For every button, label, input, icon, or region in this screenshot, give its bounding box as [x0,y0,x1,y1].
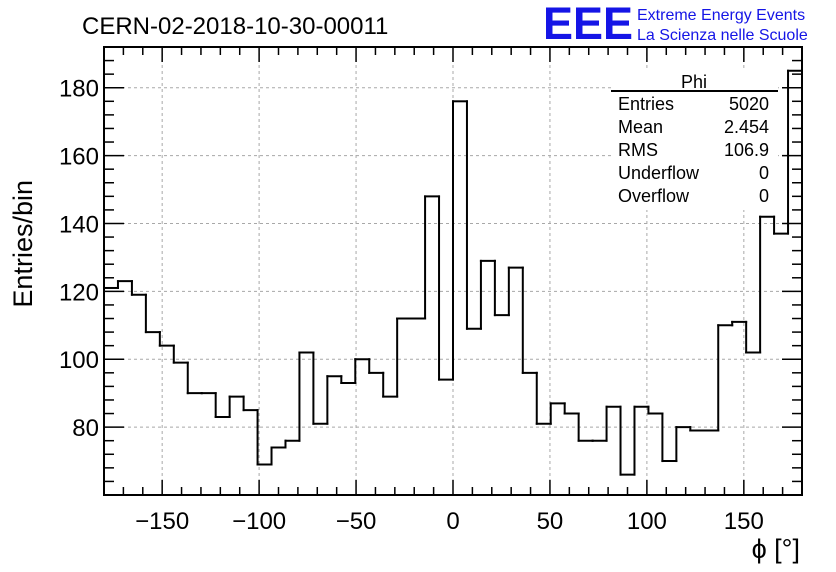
stats-rms-value: 106.9 [724,140,769,160]
y-axis-label: Entries/bin [8,180,38,308]
y-tick-labels: 80 100 120 140 160 180 [59,76,99,442]
y-tick-label: 80 [72,415,99,442]
stats-box: Phi Entries 5020 Mean 2.454 RMS 106.9 Un… [611,70,778,210]
stats-mean-label: Mean [618,117,663,137]
y-tick-label: 140 [59,211,99,238]
x-tick-label: 100 [627,508,667,535]
x-tick-label: −50 [336,508,377,535]
x-tick-label: −150 [135,508,189,535]
stats-underflow-value: 0 [759,163,769,183]
stats-entries-value: 5020 [729,94,769,114]
x-tick-label: −100 [232,508,286,535]
y-tick-label: 180 [59,76,99,103]
logo-line-2: La Scienza nelle Scuole [637,27,808,44]
axis-ticks [103,46,803,495]
x-tick-label: 150 [724,508,764,535]
stats-box-background [611,70,778,210]
stats-entries-label: Entries [618,94,674,114]
stats-overflow-value: 0 [759,186,769,206]
x-axis-label: ϕ [°] [752,534,800,564]
y-tick-label: 100 [59,347,99,374]
chart-title: CERN-02-2018-10-30-00011 [82,13,388,40]
stats-rms-label: RMS [618,140,658,160]
histogram-bars [103,69,803,476]
y-tick-label: 120 [59,279,99,306]
x-tick-label: 0 [446,508,459,535]
x-tick-labels: −150 −100 −50 0 50 100 150 [135,508,764,535]
stats-mean-value: 2.454 [724,117,769,137]
stats-underflow-label: Underflow [618,163,700,183]
x-tick-label: 50 [537,508,564,535]
logo-line-1: Extreme Energy Events [637,7,805,24]
stats-overflow-label: Overflow [618,186,690,206]
logo-mark: EEE [543,0,633,49]
y-tick-label: 160 [59,144,99,171]
eee-logo: EEE Extreme Energy Events La Scienza nel… [543,0,808,49]
stats-box-title: Phi [681,72,707,92]
